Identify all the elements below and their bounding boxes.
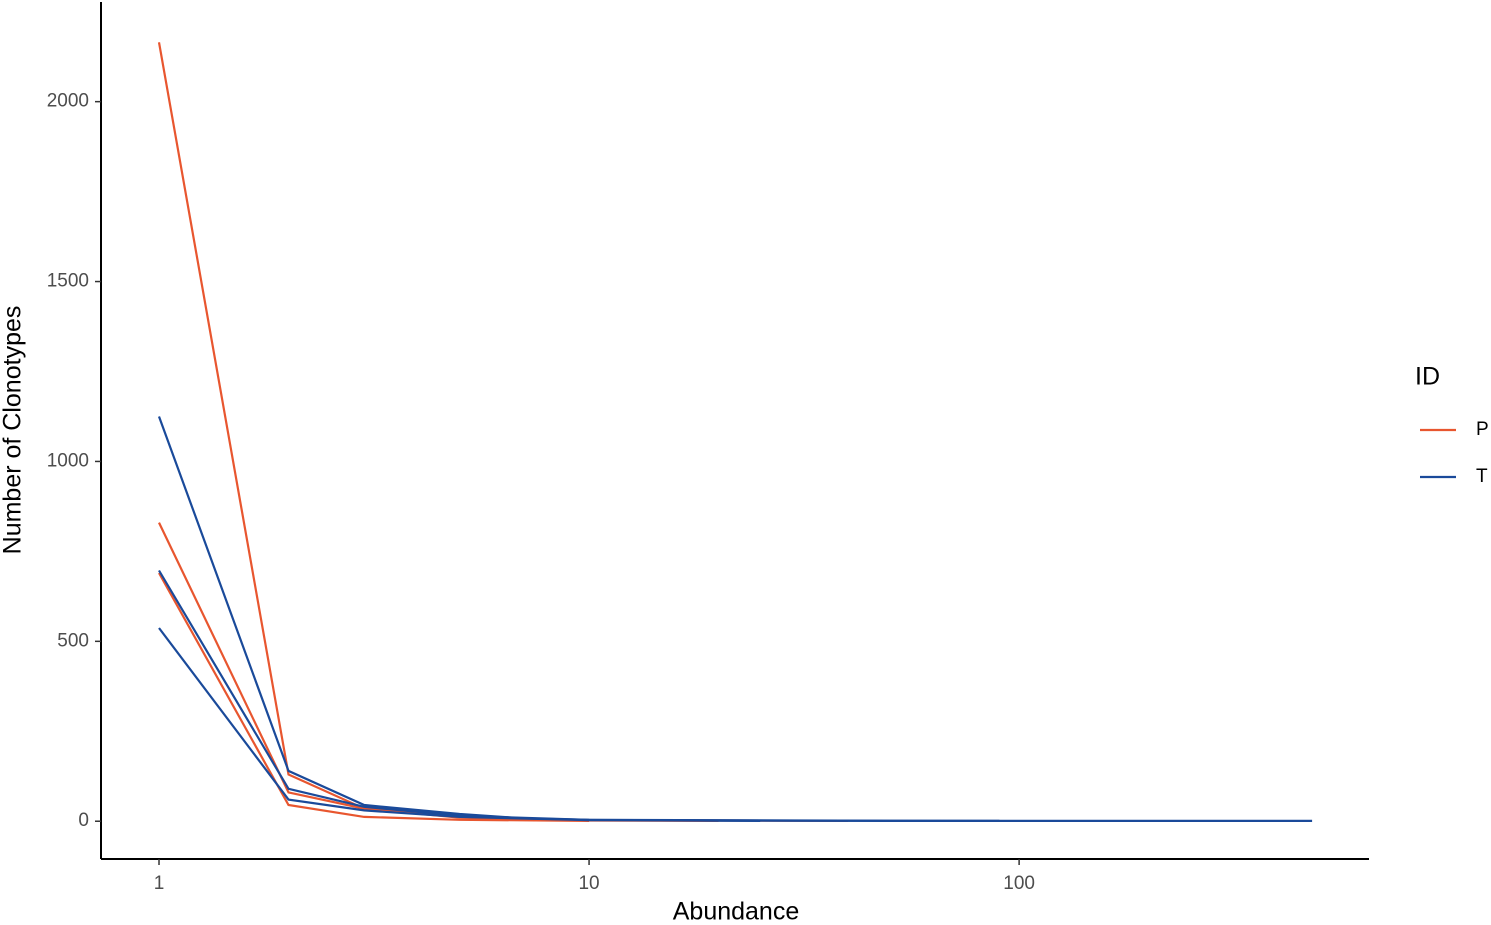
y-tick-label: 1500 — [47, 271, 89, 292]
x-axis-title: Abundance — [673, 898, 800, 925]
legend-title: ID — [1415, 363, 1440, 391]
data-line — [158, 569, 1000, 822]
legend-label: P — [1476, 419, 1489, 440]
y-tick-label: 1000 — [47, 450, 89, 471]
x-tick-label: 1 — [154, 873, 165, 894]
legend-label: T — [1476, 466, 1488, 487]
data-line — [158, 572, 590, 822]
x-tick-label: 100 — [1003, 873, 1035, 894]
data-line — [157, 416, 1313, 822]
data-line — [158, 627, 761, 822]
x-tick-label: 10 — [578, 873, 599, 894]
y-tick-label: 2000 — [47, 91, 89, 112]
data-line — [158, 522, 719, 822]
data-line — [157, 42, 849, 822]
y-axis-title: Number of Clonotypes — [0, 306, 27, 555]
y-tick-label: 0 — [78, 810, 89, 831]
y-tick-label: 500 — [57, 630, 89, 651]
